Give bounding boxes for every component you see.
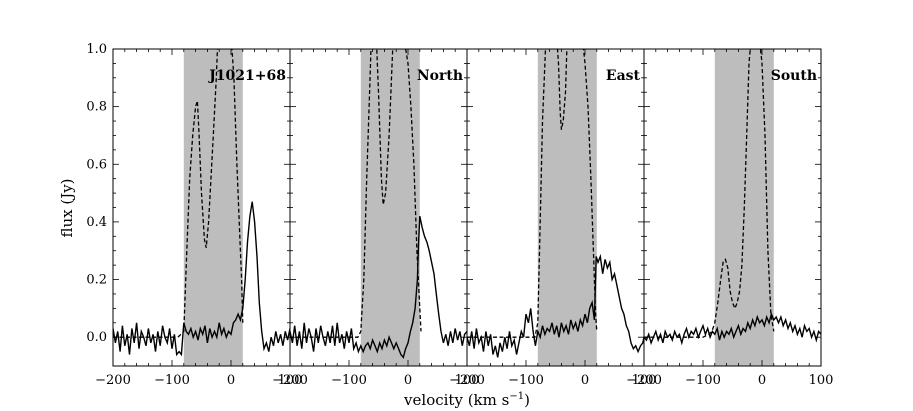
panel-south: −200 −100 0 100 South: [626, 48, 834, 388]
y-axis-label: flux (Jy): [58, 178, 76, 237]
solid-spectrum-line: [467, 253, 644, 358]
x-tick-label: 0: [758, 373, 766, 388]
panel-lines: [290, 49, 467, 359]
y-tick-label: 0.8: [86, 100, 107, 115]
solid-spectrum-line: [290, 215, 467, 359]
axes-text: flux (Jy) velocity (km s−1): [58, 178, 530, 409]
x-tick-label: 100: [809, 373, 834, 388]
y-tick-label: 0.4: [86, 215, 107, 230]
x-tick-label: −200: [272, 373, 308, 388]
y-tick-label: 0.6: [86, 157, 107, 172]
panel-lines: [644, 49, 821, 346]
panel-lines: [113, 49, 290, 357]
x-tick-label: 0: [581, 373, 589, 388]
panel-j1021-68: −200 −100 0 100 J1021+68: [95, 48, 303, 388]
shaded-region: [537, 49, 597, 366]
x-tick-label: −200: [626, 373, 662, 388]
y-tick-label: 1.0: [86, 42, 107, 57]
panel-label: East: [606, 68, 641, 84]
x-tick-label: −100: [331, 373, 367, 388]
panel-label: North: [417, 68, 463, 84]
x-tick-label: −100: [154, 373, 190, 388]
y-tick-label: 0.0: [86, 330, 107, 345]
dashed-spectrum-line: [644, 49, 775, 338]
panel-label: J1021+68: [207, 68, 286, 84]
x-tick-label: −200: [449, 373, 485, 388]
solid-spectrum-line: [644, 311, 821, 346]
x-tick-label: 0: [404, 373, 412, 388]
x-axis-label: velocity (km s−1): [403, 391, 530, 409]
dashed-spectrum-line: [113, 49, 244, 338]
x-tick-label: −100: [508, 373, 544, 388]
y-tick-label: 0.2: [86, 273, 107, 288]
panel-lines: [467, 49, 644, 358]
x-tick-label: 100: [632, 373, 657, 388]
x-tick-label: 100: [278, 373, 303, 388]
x-tick-label: 0: [227, 373, 235, 388]
x-tick-label: −200: [95, 373, 131, 388]
x-tick-label: −100: [685, 373, 721, 388]
shaded-region: [183, 49, 243, 366]
x-tick-label: 100: [455, 373, 480, 388]
panel-label: South: [771, 68, 817, 84]
solid-spectrum-line: [113, 201, 290, 357]
panel-east: −200 −100 0 100 East: [449, 48, 657, 388]
panel-north: −200 −100 0 100 North: [272, 48, 480, 388]
dashed-spectrum-line: [467, 49, 598, 338]
